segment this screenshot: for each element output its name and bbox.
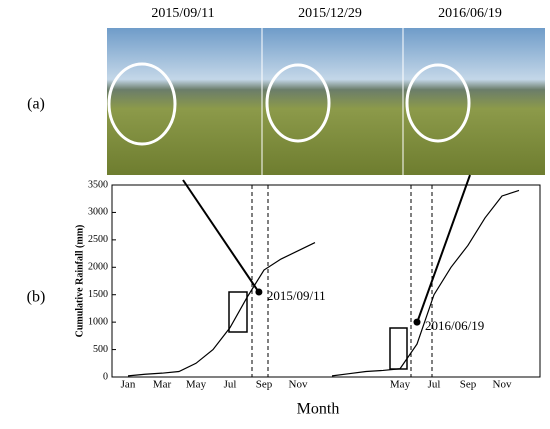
x-tick-label: Sep bbox=[460, 379, 477, 391]
photo bbox=[403, 28, 545, 175]
panel-label: (b) bbox=[27, 289, 46, 306]
x-tick-label: Mar bbox=[153, 379, 172, 391]
data-line bbox=[127, 242, 316, 377]
pointer-arrow bbox=[417, 174, 471, 321]
y-tick-label: 3500 bbox=[88, 179, 108, 190]
event-label: 2016/06/19 bbox=[425, 318, 484, 333]
y-tick-label: 2500 bbox=[88, 234, 108, 245]
y-axis-label: Cumulative Rainfall (mm) bbox=[74, 225, 85, 338]
highlight-circle bbox=[265, 63, 331, 143]
highlight-circle bbox=[107, 62, 177, 146]
x-tick-label: Sep bbox=[256, 379, 273, 391]
data-line bbox=[331, 189, 520, 377]
photo-date: 2016/06/19 bbox=[438, 6, 502, 21]
event-point bbox=[255, 288, 263, 296]
highlight-box bbox=[228, 291, 248, 333]
x-tick-label: May bbox=[390, 379, 411, 391]
photo-date: 2015/12/29 bbox=[298, 6, 362, 21]
x-tick-label: Jan bbox=[121, 379, 136, 391]
event-label: 2015/09/11 bbox=[267, 288, 326, 303]
x-tick-label: May bbox=[186, 379, 207, 391]
y-tick-label: 2000 bbox=[88, 262, 108, 273]
x-tick-label: Nov bbox=[289, 379, 308, 391]
date-window bbox=[251, 185, 433, 377]
y-tick-label: 0 bbox=[103, 371, 108, 382]
photos bbox=[107, 28, 545, 175]
x-axis-label: Month bbox=[297, 401, 340, 418]
y-tick-label: 1500 bbox=[88, 289, 108, 300]
plot-frame bbox=[111, 184, 541, 378]
panel-label: (a) bbox=[27, 96, 45, 113]
event-point bbox=[413, 318, 421, 326]
y-tick-label: 3000 bbox=[88, 207, 108, 218]
y-tick-label: 1000 bbox=[88, 316, 108, 327]
photo bbox=[107, 28, 262, 175]
x-tick-label: Nov bbox=[493, 379, 512, 391]
photo-date: 2015/09/11 bbox=[151, 6, 214, 21]
x-tick-label: Jul bbox=[428, 379, 441, 391]
x-tick-label: Jul bbox=[224, 379, 237, 391]
photo bbox=[262, 28, 403, 175]
highlight-circle bbox=[405, 63, 471, 143]
pointer-arrow bbox=[182, 179, 259, 292]
y-tick-label: 500 bbox=[93, 344, 108, 355]
